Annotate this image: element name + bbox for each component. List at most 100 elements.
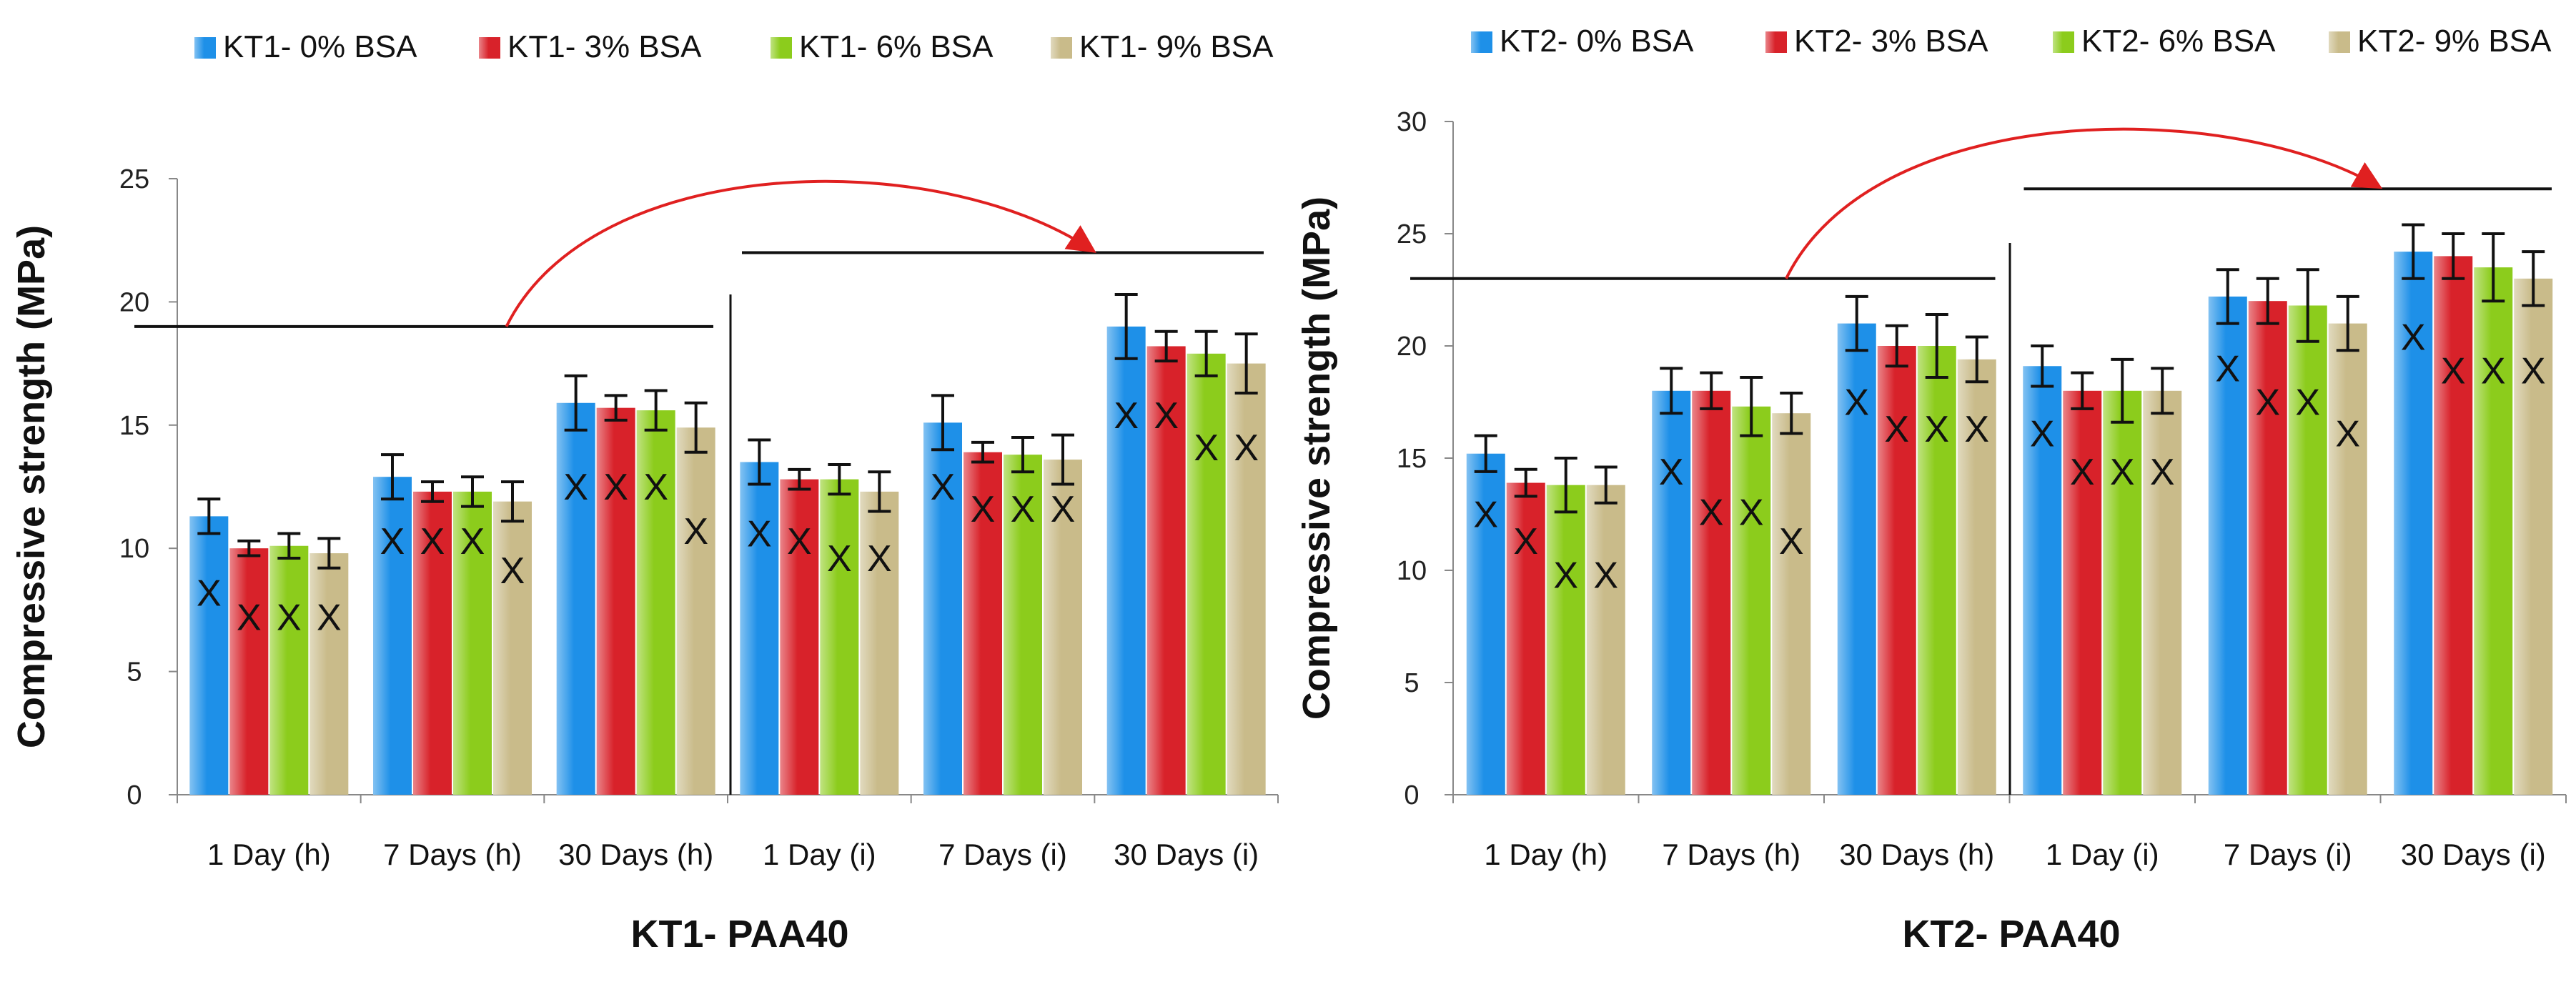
category-label: 1 Day (h) bbox=[1484, 838, 1607, 871]
bar-kt1-6-bsa-3 bbox=[820, 479, 859, 795]
bar-kt2-6-bsa-0 bbox=[1546, 485, 1585, 795]
x-mark: X bbox=[1513, 521, 1538, 562]
x-mark: X bbox=[2150, 452, 2175, 493]
bar-kt1-0-bsa-0 bbox=[189, 516, 229, 795]
legend-label: KT2- 3% BSA bbox=[1794, 24, 1988, 59]
bar-kt2-9-bsa-4 bbox=[2328, 323, 2367, 795]
y-tick-label: 20 bbox=[1397, 332, 1427, 362]
bar-kt1-3-bsa-4 bbox=[963, 452, 1002, 795]
y-axis-label: Compressive strength (MPa) bbox=[1295, 197, 1338, 720]
x-mark: X bbox=[197, 572, 222, 614]
bar-kt2-9-bsa-0 bbox=[1586, 485, 1625, 795]
y-tick-label: 25 bbox=[1397, 219, 1427, 249]
x-mark: X bbox=[2255, 382, 2280, 424]
bar-kt2-0-bsa-1 bbox=[1652, 390, 1691, 795]
legend-label: KT1- 0% BSA bbox=[223, 29, 417, 64]
bar-kt1-3-bsa-2 bbox=[596, 407, 635, 795]
category-label: 7 Days (i) bbox=[938, 838, 1067, 871]
bar-kt2-0-bsa-2 bbox=[1837, 323, 1876, 795]
x-mark: X bbox=[971, 489, 996, 530]
legend-swatch bbox=[1051, 37, 1072, 59]
chart-panel-1: KT1- 0% BSA KT1- 3% BSA KT1- 6% BSA KT1- 9%… bbox=[10, 29, 1279, 956]
bar-kt2-3-bsa-0 bbox=[1506, 482, 1545, 795]
bar-kt2-6-bsa-1 bbox=[1732, 406, 1771, 795]
x-mark: X bbox=[747, 514, 772, 555]
x-mark: X bbox=[420, 521, 445, 562]
bar-kt1-3-bsa-0 bbox=[229, 548, 269, 795]
y-tick-label: 15 bbox=[119, 411, 149, 441]
bar-kt1-6-bsa-1 bbox=[453, 491, 492, 795]
x-mark: X bbox=[317, 597, 342, 639]
bar-kt1-0-bsa-1 bbox=[373, 477, 412, 795]
bar-kt1-9-bsa-4 bbox=[1044, 460, 1082, 795]
x-mark: X bbox=[2070, 452, 2095, 493]
legend-label: KT2- 0% BSA bbox=[1500, 24, 1694, 59]
y-tick-label: 25 bbox=[119, 164, 149, 194]
x-mark: X bbox=[643, 467, 668, 508]
bar-kt2-9-bsa-5 bbox=[2514, 278, 2553, 795]
bar-kt1-0-bsa-2 bbox=[556, 402, 595, 795]
x-mark: X bbox=[1051, 489, 1076, 530]
y-tick-label: 0 bbox=[127, 780, 142, 810]
x-mark: X bbox=[1739, 492, 1764, 533]
legend-swatch bbox=[1471, 31, 1492, 53]
category-label: 30 Days (i) bbox=[1114, 838, 1259, 871]
x-mark: X bbox=[867, 538, 892, 580]
category-label: 7 Days (i) bbox=[2224, 838, 2352, 871]
bar-kt2-6-bsa-3 bbox=[2103, 390, 2142, 795]
x-mark: X bbox=[827, 538, 852, 580]
bar-kt2-3-bsa-2 bbox=[1877, 346, 1916, 795]
legend-label: KT2- 9% BSA bbox=[2357, 24, 2552, 59]
bar-kt2-3-bsa-5 bbox=[2434, 256, 2473, 795]
x-mark: X bbox=[1884, 409, 1909, 450]
legend-swatch bbox=[2329, 31, 2350, 53]
category-label: 30 Days (h) bbox=[1839, 838, 1994, 871]
bar-kt1-3-bsa-5 bbox=[1146, 346, 1186, 795]
bar-kt1-9-bsa-3 bbox=[860, 491, 899, 795]
x-mark: X bbox=[2110, 452, 2135, 493]
x-mark: X bbox=[683, 511, 708, 552]
bar-kt1-9-bsa-5 bbox=[1227, 363, 1266, 795]
legend-swatch bbox=[194, 37, 216, 59]
bar-kt2-0-bsa-4 bbox=[2208, 296, 2247, 795]
legend-swatch bbox=[771, 37, 792, 59]
x-mark: X bbox=[1194, 427, 1219, 469]
x-mark: X bbox=[1964, 409, 1989, 450]
x-mark: X bbox=[1234, 427, 1259, 469]
chart-title: KT2- PAA40 bbox=[1902, 913, 2120, 956]
y-axis-label: Compressive strength (MPa) bbox=[10, 225, 53, 748]
bar-kt1-6-bsa-2 bbox=[636, 410, 675, 795]
bar-kt1-9-bsa-0 bbox=[309, 553, 349, 795]
y-tick-label: 5 bbox=[1404, 668, 1419, 698]
bar-kt2-0-bsa-5 bbox=[2394, 252, 2433, 795]
x-mark: X bbox=[2030, 413, 2055, 455]
x-mark: X bbox=[500, 550, 525, 592]
x-mark: X bbox=[603, 467, 628, 508]
x-mark: X bbox=[1699, 492, 1724, 533]
bar-kt2-6-bsa-5 bbox=[2474, 267, 2513, 795]
x-mark: X bbox=[2215, 348, 2240, 390]
bar-kt1-0-bsa-3 bbox=[740, 462, 779, 795]
x-mark: X bbox=[1844, 382, 1869, 424]
bar-kt1-6-bsa-5 bbox=[1187, 353, 1226, 795]
bar-kt2-0-bsa-0 bbox=[1466, 453, 1505, 795]
x-mark: X bbox=[1154, 395, 1179, 437]
x-mark: X bbox=[1924, 409, 1949, 450]
x-mark: X bbox=[2401, 317, 2426, 358]
bar-kt2-9-bsa-3 bbox=[2143, 390, 2182, 795]
y-tick-label: 10 bbox=[119, 534, 149, 564]
red-arrow bbox=[1785, 127, 2383, 279]
bar-kt1-9-bsa-1 bbox=[493, 501, 532, 795]
chart-panel-2: KT2- 0% BSA KT2- 3% BSA KT2- 6% BSA KT2- 9%… bbox=[1295, 24, 2567, 956]
x-mark: X bbox=[1779, 521, 1804, 562]
legend-swatch bbox=[2053, 31, 2074, 53]
legend-label: KT1- 6% BSA bbox=[799, 29, 994, 64]
category-label: 1 Day (i) bbox=[763, 838, 876, 871]
y-tick-label: 15 bbox=[1397, 444, 1427, 474]
bar-kt2-6-bsa-4 bbox=[2288, 305, 2327, 795]
bar-kt2-6-bsa-2 bbox=[1917, 346, 1956, 795]
x-mark: X bbox=[1593, 555, 1618, 596]
bar-kt1-9-bsa-2 bbox=[676, 427, 715, 795]
